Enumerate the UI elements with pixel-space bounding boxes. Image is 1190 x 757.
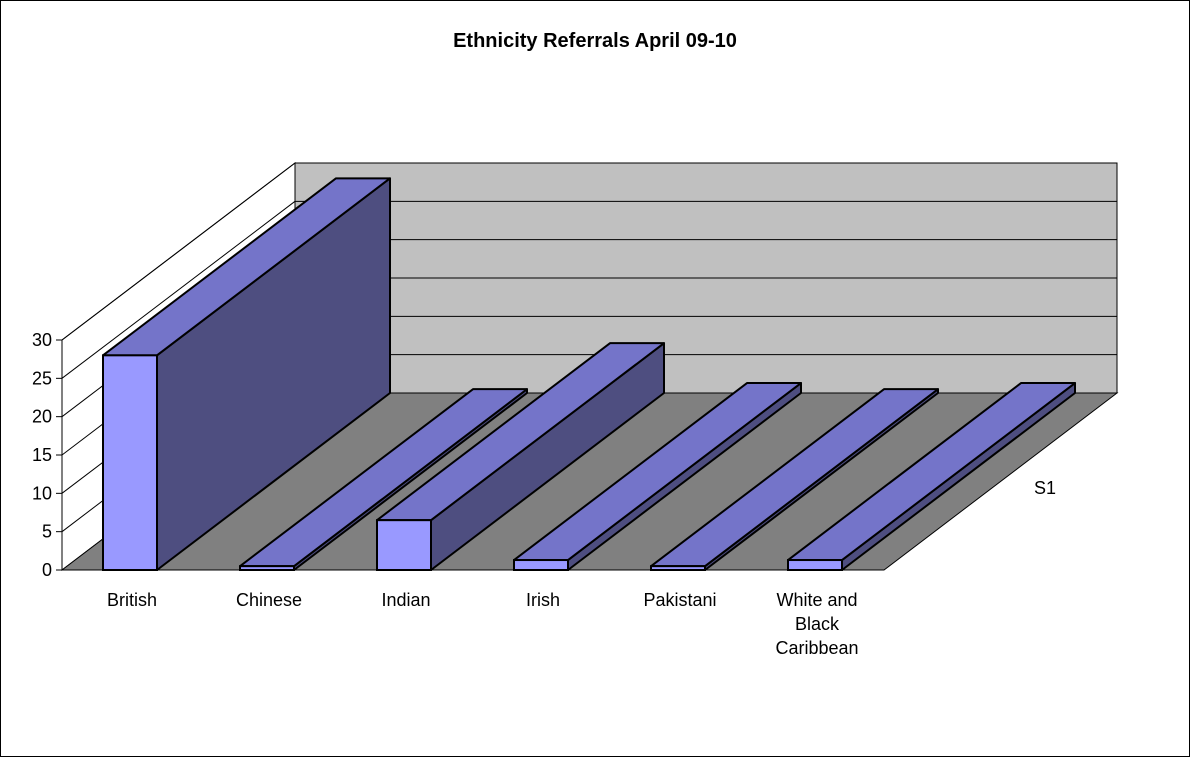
bar bbox=[650, 565, 706, 572]
y-tick-label: 25 bbox=[32, 368, 52, 388]
chart-title: Ethnicity Referrals April 09-10 bbox=[453, 30, 737, 52]
x-tick-label: White and Black Caribbean bbox=[775, 590, 858, 658]
series-label: S1 bbox=[1034, 478, 1056, 498]
x-tick-label: Chinese bbox=[236, 590, 302, 610]
y-tick-label: 10 bbox=[32, 483, 52, 503]
y-tick-label: 15 bbox=[32, 445, 52, 465]
x-tick-label: British bbox=[107, 590, 157, 610]
bar bbox=[787, 559, 843, 571]
y-tick-label: 20 bbox=[32, 407, 52, 427]
bar bbox=[513, 559, 569, 571]
gridline-side bbox=[61, 162, 296, 341]
bar bbox=[239, 565, 295, 572]
bar bbox=[376, 519, 432, 572]
y-tick-label: 30 bbox=[32, 330, 52, 350]
y-tick-label: 0 bbox=[42, 560, 52, 580]
x-tick-label: Indian bbox=[381, 590, 430, 610]
x-tick-label: Irish bbox=[526, 590, 560, 610]
bar bbox=[102, 354, 158, 572]
x-tick-label: Pakistani bbox=[643, 590, 716, 610]
gridline-side bbox=[61, 200, 296, 379]
y-tick-label: 5 bbox=[42, 522, 52, 542]
